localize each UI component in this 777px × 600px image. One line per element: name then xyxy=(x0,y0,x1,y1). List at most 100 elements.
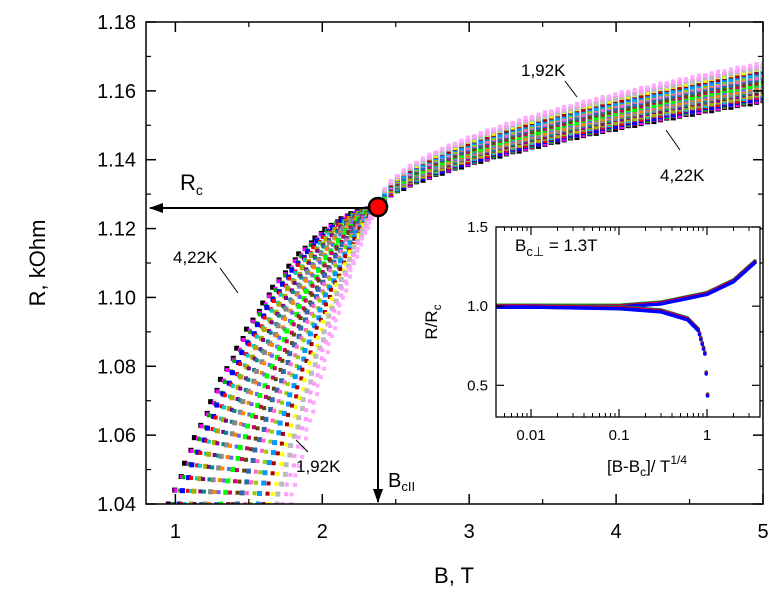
data-point xyxy=(171,502,176,504)
data-point xyxy=(314,325,319,330)
data-point xyxy=(284,328,290,334)
data-point xyxy=(747,73,753,79)
data-point xyxy=(593,105,599,111)
data-point xyxy=(229,407,234,412)
inset-data-point xyxy=(701,347,706,351)
data-point xyxy=(465,156,470,161)
y-tick-label: 1.18 xyxy=(97,12,136,34)
data-point xyxy=(440,146,445,151)
data-point xyxy=(278,292,283,297)
data-point xyxy=(581,133,586,138)
data-point xyxy=(304,249,310,255)
data-point xyxy=(329,334,334,339)
data-point xyxy=(677,77,682,82)
data-point xyxy=(269,397,275,403)
data-point xyxy=(420,158,426,164)
data-point xyxy=(612,115,618,121)
data-point xyxy=(271,461,276,466)
data-point xyxy=(310,273,315,278)
data-point xyxy=(359,220,364,225)
data-point xyxy=(268,439,273,444)
data-point xyxy=(326,239,332,245)
data-point xyxy=(341,234,346,239)
data-point xyxy=(212,440,218,446)
data-point xyxy=(188,489,193,494)
data-point xyxy=(632,96,638,102)
data-point xyxy=(761,73,763,78)
data-point xyxy=(645,85,650,90)
data-point xyxy=(186,488,191,493)
data-point xyxy=(191,488,197,494)
data-point xyxy=(632,102,638,108)
data-point xyxy=(735,85,740,90)
data-point xyxy=(612,123,618,129)
data-point xyxy=(535,137,541,143)
data-point xyxy=(690,75,695,80)
data-point xyxy=(293,473,298,478)
data-point xyxy=(709,91,715,97)
data-point xyxy=(587,99,592,104)
data-point xyxy=(351,244,357,250)
data-point xyxy=(238,374,244,380)
data-point xyxy=(696,81,701,86)
data-point xyxy=(728,101,734,107)
data-point xyxy=(536,112,541,117)
data-point xyxy=(593,119,599,125)
data-point xyxy=(581,121,586,126)
data-point xyxy=(287,371,292,376)
data-point xyxy=(684,88,689,93)
data-point xyxy=(728,92,734,98)
data-point xyxy=(325,321,331,327)
inset-data-point xyxy=(753,260,757,265)
data-point xyxy=(293,271,298,276)
data-point xyxy=(217,376,223,382)
data-point xyxy=(294,344,299,349)
data-point xyxy=(330,242,335,247)
data-point xyxy=(251,378,257,384)
data-point xyxy=(619,103,624,108)
data-point xyxy=(459,156,465,162)
data-point xyxy=(244,479,250,485)
data-point xyxy=(238,361,243,366)
data-point xyxy=(421,156,426,161)
data-point xyxy=(338,249,343,254)
data-point xyxy=(300,346,305,351)
data-point xyxy=(281,411,287,417)
data-point xyxy=(334,246,339,251)
data-point xyxy=(485,135,490,140)
data-point xyxy=(307,418,312,423)
data-point xyxy=(761,61,763,66)
data-point xyxy=(696,87,701,92)
data-point xyxy=(632,106,638,112)
data-point xyxy=(296,444,301,449)
data-point xyxy=(296,365,302,371)
data-point xyxy=(549,123,554,128)
data-point xyxy=(741,87,746,92)
data-point xyxy=(260,416,265,421)
data-point xyxy=(311,409,316,414)
data-point xyxy=(311,400,316,405)
data-point xyxy=(287,392,293,398)
data-point xyxy=(327,331,332,336)
data-point xyxy=(317,307,323,313)
data-point xyxy=(359,236,364,241)
data-point xyxy=(348,267,353,272)
data-point xyxy=(542,127,547,132)
data-point xyxy=(300,367,305,372)
data-point xyxy=(292,374,298,380)
data-point xyxy=(346,222,351,227)
data-point xyxy=(747,93,753,99)
data-point xyxy=(301,356,307,362)
data-point xyxy=(593,110,599,116)
data-point xyxy=(215,453,220,458)
data-point xyxy=(465,135,470,140)
data-point xyxy=(504,129,509,134)
data-point xyxy=(684,103,689,108)
data-point xyxy=(280,452,285,457)
data-point xyxy=(651,87,657,93)
data-point xyxy=(275,451,280,456)
data-point xyxy=(664,92,669,97)
data-point xyxy=(754,70,759,75)
data-point xyxy=(246,377,251,382)
data-point xyxy=(747,67,753,73)
